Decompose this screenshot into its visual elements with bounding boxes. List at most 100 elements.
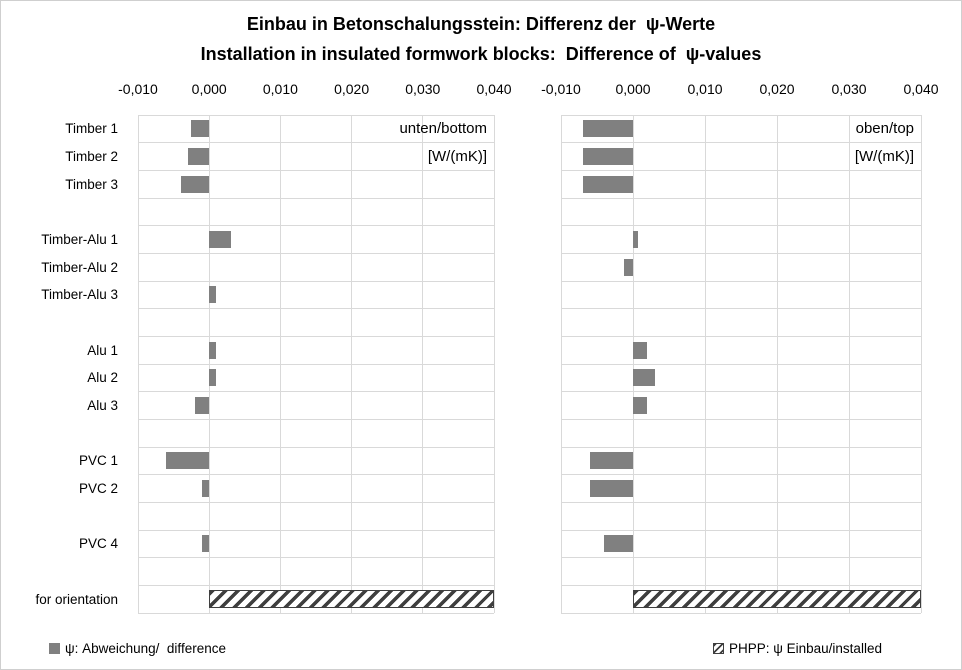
gridline-horizontal <box>138 501 494 503</box>
x-tick-label: 0,000 <box>191 81 227 97</box>
gridline-horizontal <box>561 308 921 310</box>
x-tick-label: 0,040 <box>476 81 512 97</box>
gridline-vertical <box>920 115 922 613</box>
category-label: PVC 1 <box>78 453 118 469</box>
gridline-horizontal <box>561 363 921 365</box>
x-tick-label: 0,030 <box>831 81 867 97</box>
gridline-horizontal <box>138 114 494 116</box>
difference-bar <box>582 175 633 193</box>
phpp-installed-bar <box>209 590 494 609</box>
gridline-horizontal <box>138 280 494 282</box>
gridline-horizontal <box>138 142 494 144</box>
x-tick-label: 0,020 <box>759 81 795 97</box>
difference-bar <box>633 397 648 414</box>
difference-bar <box>589 480 633 497</box>
difference-bar <box>191 120 210 138</box>
legend-label-difference: ψ: Abweichung/ difference <box>65 641 226 656</box>
gridline-vertical <box>493 115 495 613</box>
difference-bar <box>604 535 633 553</box>
gridline-horizontal <box>138 197 494 199</box>
gridline-horizontal <box>138 446 494 448</box>
difference-bar <box>209 231 231 248</box>
category-label: Timber 1 <box>65 121 118 137</box>
category-label: PVC 4 <box>78 536 118 552</box>
gridline-horizontal <box>138 363 494 365</box>
gridline-horizontal <box>138 529 494 531</box>
plot-area: oben/top [W/(mK)] <box>560 114 922 614</box>
gridline-horizontal <box>138 474 494 476</box>
x-tick-label: 0,010 <box>262 81 298 97</box>
gridline-horizontal <box>138 225 494 227</box>
x-tick-label: 0,040 <box>903 81 939 97</box>
category-label: Timber 2 <box>65 148 118 164</box>
difference-bar <box>209 369 217 387</box>
gridline-horizontal <box>561 529 921 531</box>
legend-item-difference: ψ: Abweichung/ difference <box>49 641 226 656</box>
gridline-horizontal <box>138 391 494 393</box>
gridline-horizontal <box>561 446 921 448</box>
gridline-horizontal <box>561 335 921 337</box>
gridline-horizontal <box>138 252 494 254</box>
gridline-horizontal <box>561 501 921 503</box>
category-label: Alu 1 <box>87 342 118 358</box>
unit-label: [W/(mK)] <box>427 147 487 165</box>
difference-bar <box>209 286 217 304</box>
difference-bar <box>582 147 633 165</box>
x-axis: -0,010 0,000 0,010 0,020 0,030 0,040 <box>541 81 938 101</box>
difference-bar <box>589 452 633 470</box>
difference-bar <box>187 147 210 165</box>
category-label: Timber 3 <box>65 176 118 192</box>
category-label: Alu 3 <box>87 397 118 413</box>
difference-bar <box>180 175 210 193</box>
gridline-horizontal <box>138 418 494 420</box>
gridline-horizontal <box>138 557 494 559</box>
difference-bar <box>633 369 655 387</box>
difference-bar <box>633 341 648 359</box>
category-label: PVC 2 <box>78 480 118 496</box>
difference-bar <box>202 535 210 553</box>
category-label: Timber-Alu 1 <box>41 231 118 247</box>
gridline-horizontal <box>561 169 921 171</box>
panel-label: unten/bottom <box>399 120 487 138</box>
difference-bar <box>633 231 639 248</box>
difference-bar <box>202 480 210 497</box>
gridline-horizontal <box>138 584 494 586</box>
gridline-horizontal <box>561 584 921 586</box>
difference-bar <box>582 120 633 138</box>
gridline-horizontal <box>561 142 921 144</box>
difference-bar <box>624 258 633 276</box>
x-tick-label: -0,010 <box>118 81 158 97</box>
x-tick-label: 0,000 <box>615 81 651 97</box>
gridline-horizontal <box>561 557 921 559</box>
gridline-horizontal <box>561 418 921 420</box>
gridline-horizontal <box>561 474 921 476</box>
difference-bar <box>194 397 210 414</box>
gridline-horizontal <box>561 612 921 614</box>
gridline-horizontal <box>561 252 921 254</box>
unit-label: [W/(mK)] <box>854 147 914 165</box>
chart-title-line2: Installation in insulated formwork block… <box>200 44 762 64</box>
category-label: Timber-Alu 2 <box>41 259 118 275</box>
difference-bar <box>209 341 217 359</box>
gridline-horizontal <box>561 114 921 116</box>
gridline-horizontal <box>561 225 921 227</box>
gridline-horizontal <box>561 197 921 199</box>
gridline-horizontal <box>561 280 921 282</box>
category-label: Timber-Alu 3 <box>41 287 118 303</box>
phpp-installed-bar <box>633 590 921 609</box>
gridline-horizontal <box>138 308 494 310</box>
x-axis: -0,010 0,000 0,010 0,020 0,030 0,040 <box>118 81 511 101</box>
category-label: Alu 2 <box>87 370 118 386</box>
gridline-horizontal <box>561 391 921 393</box>
gridline-horizontal <box>138 169 494 171</box>
panel-label: oben/top <box>855 120 914 138</box>
plot-area: unten/bottom [W/(mK)] <box>137 114 495 614</box>
legend-label-phpp: PHPP: ψ Einbau/installed <box>729 641 882 656</box>
x-tick-label: -0,010 <box>541 81 581 97</box>
category-label: for orientation <box>35 591 118 607</box>
x-tick-label: 0,010 <box>687 81 723 97</box>
difference-bar <box>166 452 210 470</box>
solid-gray-square-icon <box>49 643 60 654</box>
hatched-square-icon <box>713 643 724 654</box>
